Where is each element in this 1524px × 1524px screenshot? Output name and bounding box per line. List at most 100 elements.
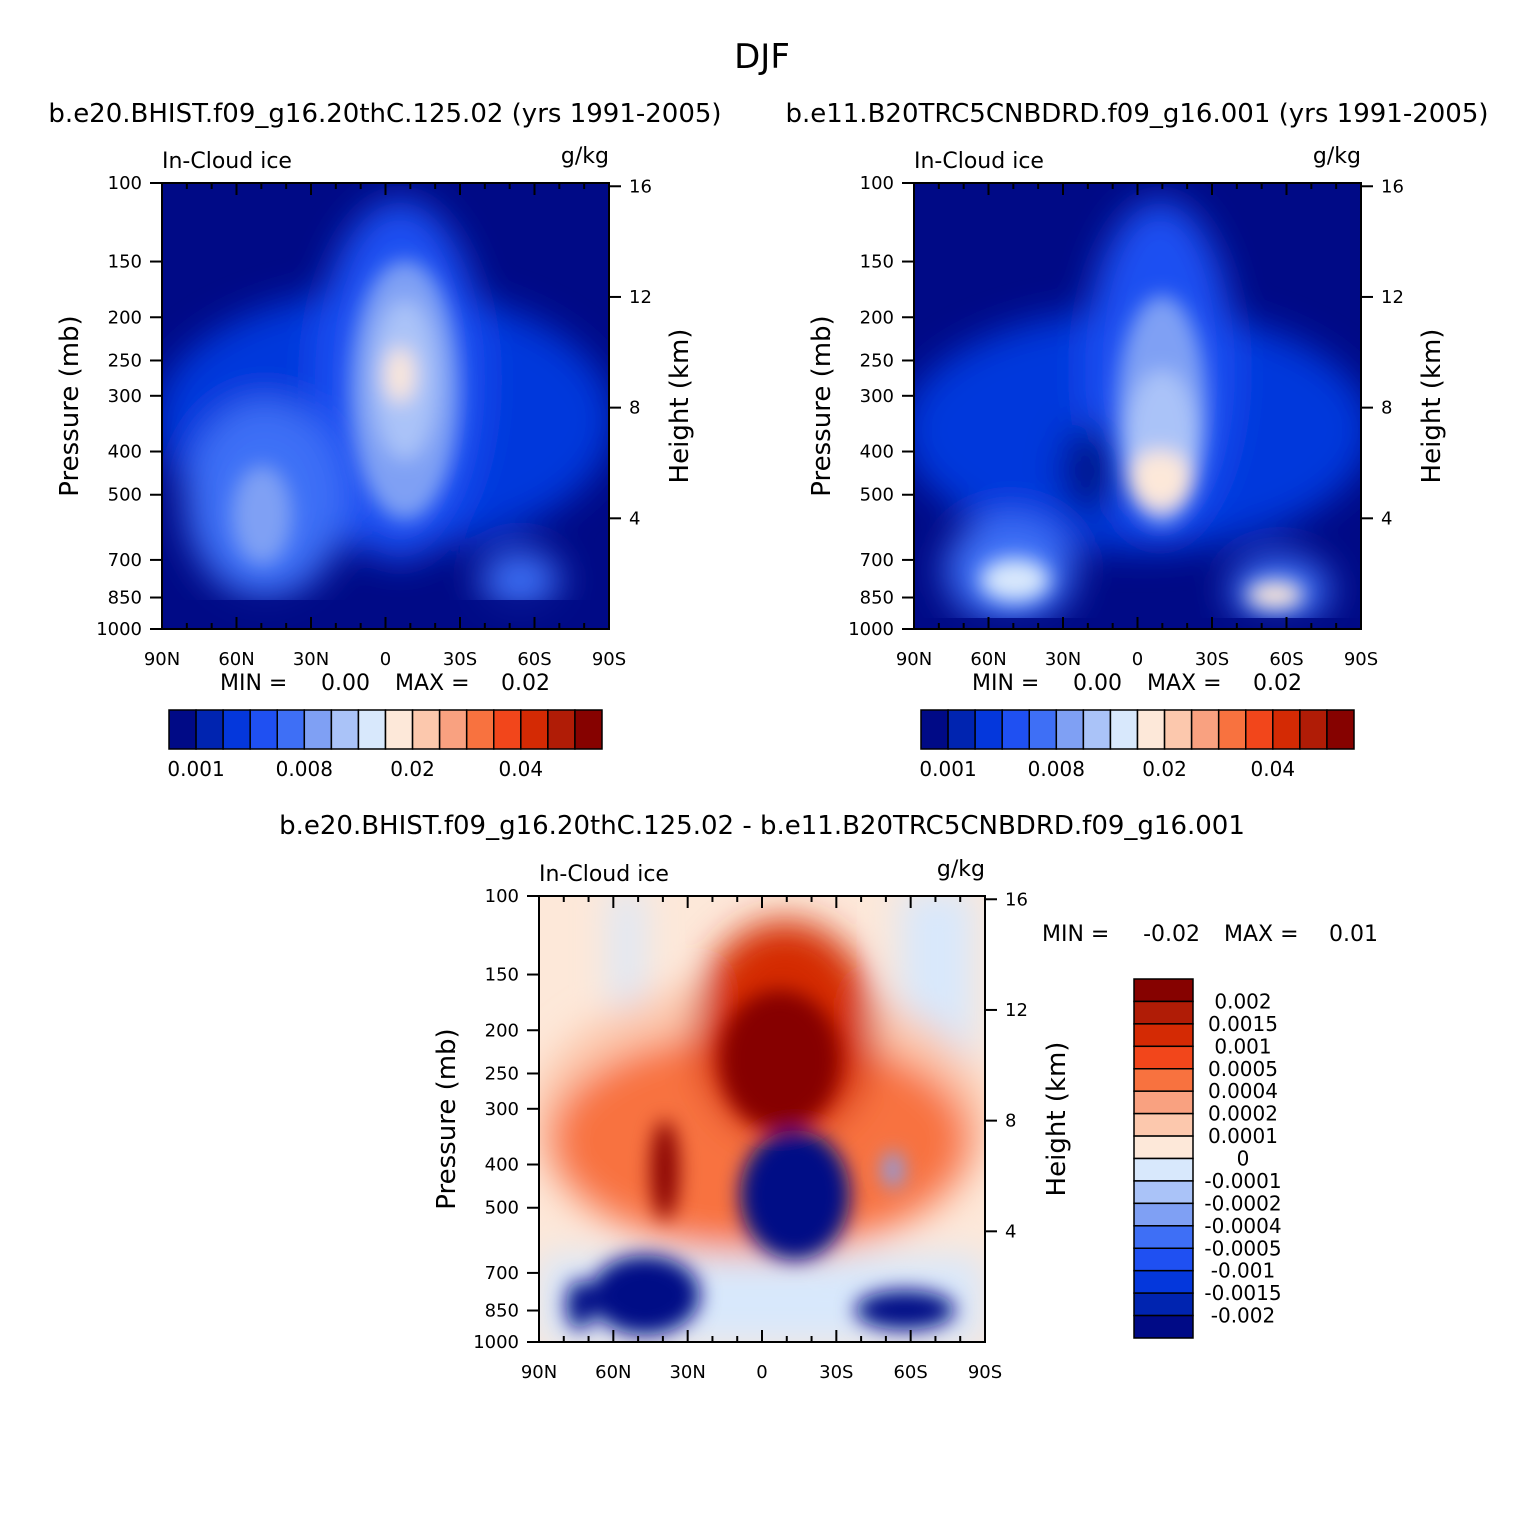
panel-left-variable-label: In-Cloud ice bbox=[162, 149, 292, 174]
y2-tick-label: 4 bbox=[629, 508, 640, 529]
x-tick-label: 30S bbox=[443, 649, 477, 670]
colorbar-label: -0.002 bbox=[1211, 1304, 1275, 1328]
panel-diff-max-value: 0.01 bbox=[1329, 922, 1378, 947]
y-tick-label: 200 bbox=[485, 1020, 519, 1041]
panel-right-y2label: Height (km) bbox=[1417, 329, 1447, 484]
colorbar-swatch bbox=[1133, 978, 1194, 1003]
x-tick-label: 90S bbox=[968, 1362, 1002, 1383]
colorbar-label: -0.0005 bbox=[1204, 1236, 1281, 1260]
panel-diff-yticks: 100 150 200 250 300 400 500 700 850 1000 bbox=[473, 886, 539, 1353]
colorbar-swatch bbox=[1055, 709, 1085, 750]
colorbar-swatch bbox=[1082, 709, 1112, 750]
colorbar-swatch bbox=[1133, 1000, 1194, 1025]
colorbar-label: 0.0002 bbox=[1208, 1102, 1278, 1126]
figure-title: DJF bbox=[734, 37, 790, 77]
y-tick-label: 250 bbox=[860, 350, 894, 371]
x-tick-label: 30N bbox=[1045, 649, 1081, 670]
colorbar-swatch bbox=[1001, 709, 1030, 750]
colorbar-swatch bbox=[1245, 709, 1274, 750]
panel-left-ylabel: Pressure (mb) bbox=[55, 315, 85, 496]
y-tick-label: 100 bbox=[860, 173, 894, 194]
colorbar-swatch bbox=[1133, 1112, 1194, 1137]
colorbar-swatch bbox=[357, 709, 387, 750]
panel-diff-nh-polar-min bbox=[566, 1280, 594, 1330]
colorbar-label: -0.0002 bbox=[1204, 1191, 1281, 1215]
colorbar-swatch bbox=[1133, 1247, 1194, 1272]
y-tick-label: 850 bbox=[860, 588, 894, 609]
colorbar-swatch bbox=[1109, 709, 1139, 750]
y-tick-label: 400 bbox=[108, 442, 142, 463]
y-tick-label: 1000 bbox=[96, 619, 142, 640]
panel-right-y2ticks: 16 12 8 4 bbox=[1361, 176, 1404, 529]
panel-left-core-3 bbox=[385, 347, 415, 403]
x-tick-label: 30S bbox=[1195, 649, 1229, 670]
panel-right-nh-core bbox=[980, 558, 1050, 602]
y-tick-label: 250 bbox=[108, 350, 142, 371]
panel-diff-units-label: g/kg bbox=[937, 857, 985, 882]
panel-left: b.e20.BHIST.f09_g16.20thC.125.02 (yrs 19… bbox=[48, 99, 721, 781]
colorbar-swatch bbox=[1133, 1068, 1194, 1092]
panel-right: b.e11.B20TRC5CNBDRD.f09_g16.001 (yrs 199… bbox=[785, 99, 1488, 781]
colorbar-swatch bbox=[1133, 1292, 1194, 1317]
panel-left-field bbox=[162, 183, 609, 629]
colorbar-swatch bbox=[168, 709, 197, 750]
panel-left-min-label: MIN = bbox=[220, 671, 287, 696]
y-tick-label: 700 bbox=[485, 1263, 519, 1284]
panel-right-max-value: 0.02 bbox=[1253, 671, 1302, 696]
y2-tick-label: 16 bbox=[1381, 176, 1404, 197]
y-tick-label: 300 bbox=[485, 1099, 519, 1120]
panel-left-max-value: 0.02 bbox=[501, 671, 550, 696]
y-tick-label: 150 bbox=[485, 965, 519, 986]
colorbar-label: 0.001 bbox=[1214, 1034, 1271, 1058]
panel-diff-sh-negative-spot bbox=[883, 1152, 903, 1188]
x-tick-label: 60S bbox=[893, 1362, 927, 1383]
panel-left-colorbar: 0.001 0.008 0.02 0.04 bbox=[167, 709, 603, 781]
colorbar-swatch bbox=[1133, 1045, 1194, 1070]
y-tick-label: 1000 bbox=[848, 619, 894, 640]
colorbar-label: 0.001 bbox=[167, 757, 224, 781]
x-tick-label: 90S bbox=[592, 649, 626, 670]
x-tick-label: 30N bbox=[669, 1362, 705, 1383]
colorbar-swatch bbox=[1133, 1157, 1194, 1182]
colorbar-label: 0.0004 bbox=[1208, 1079, 1278, 1103]
panel-right-nh-gap bbox=[1062, 425, 1118, 515]
panel-left-yticks: 100 150 200 250 300 400 500 700 850 1000 bbox=[96, 173, 162, 640]
panel-diff-title: b.e20.BHIST.f09_g16.20thC.125.02 - b.e11… bbox=[279, 811, 1245, 841]
colorbar-swatch bbox=[1217, 709, 1247, 750]
colorbar-swatch bbox=[195, 709, 224, 750]
x-tick-label: 90S bbox=[1344, 649, 1378, 670]
panel-diff: b.e20.BHIST.f09_g16.20thC.125.02 - b.e11… bbox=[279, 811, 1378, 1383]
y2-tick-label: 4 bbox=[1381, 508, 1392, 529]
colorbar-label: -0.0001 bbox=[1204, 1169, 1281, 1193]
y-tick-label: 400 bbox=[860, 442, 894, 463]
panel-diff-y2label: Height (km) bbox=[1042, 1042, 1072, 1197]
colorbar-swatch bbox=[1133, 1090, 1194, 1115]
panel-right-colorbar: 0.001 0.008 0.02 0.04 bbox=[919, 709, 1355, 781]
x-tick-label: 60N bbox=[970, 649, 1006, 670]
colorbar-swatch bbox=[1299, 709, 1328, 750]
y-tick-label: 150 bbox=[860, 252, 894, 273]
y-tick-label: 400 bbox=[485, 1155, 519, 1176]
colorbar-label: 0.008 bbox=[1028, 757, 1085, 781]
panel-diff-colorbar: 0.0020.00150.0010.00050.00040.00020.0001… bbox=[1133, 978, 1282, 1339]
panel-right-sh-core bbox=[1247, 581, 1303, 609]
y2-tick-label: 4 bbox=[1005, 1221, 1016, 1242]
panel-diff-min-value: -0.02 bbox=[1143, 922, 1200, 947]
panel-right-title: b.e11.B20TRC5CNBDRD.f09_g16.001 (yrs 199… bbox=[785, 99, 1488, 129]
colorbar-swatch bbox=[974, 709, 1003, 750]
panel-left-xticks: 90N 60N 30N 0 30S 60S 90S bbox=[144, 183, 626, 670]
x-tick-label: 90N bbox=[896, 649, 932, 670]
x-tick-label: 0 bbox=[1132, 649, 1143, 670]
y2-tick-label: 16 bbox=[1005, 889, 1028, 910]
colorbar-label: 0.02 bbox=[1142, 757, 1187, 781]
panel-left-max-label: MAX = bbox=[395, 671, 470, 696]
panel-right-min-label: MIN = bbox=[972, 671, 1039, 696]
colorbar-label: 0.0001 bbox=[1208, 1124, 1278, 1148]
colorbar-swatch bbox=[330, 709, 360, 750]
panel-right-max-label: MAX = bbox=[1147, 671, 1222, 696]
y2-tick-label: 16 bbox=[629, 176, 652, 197]
panel-left-stats: MIN = 0.00 MAX = 0.02 bbox=[220, 671, 550, 696]
colorbar-swatch bbox=[520, 709, 549, 750]
colorbar-swatch bbox=[1133, 1225, 1194, 1249]
